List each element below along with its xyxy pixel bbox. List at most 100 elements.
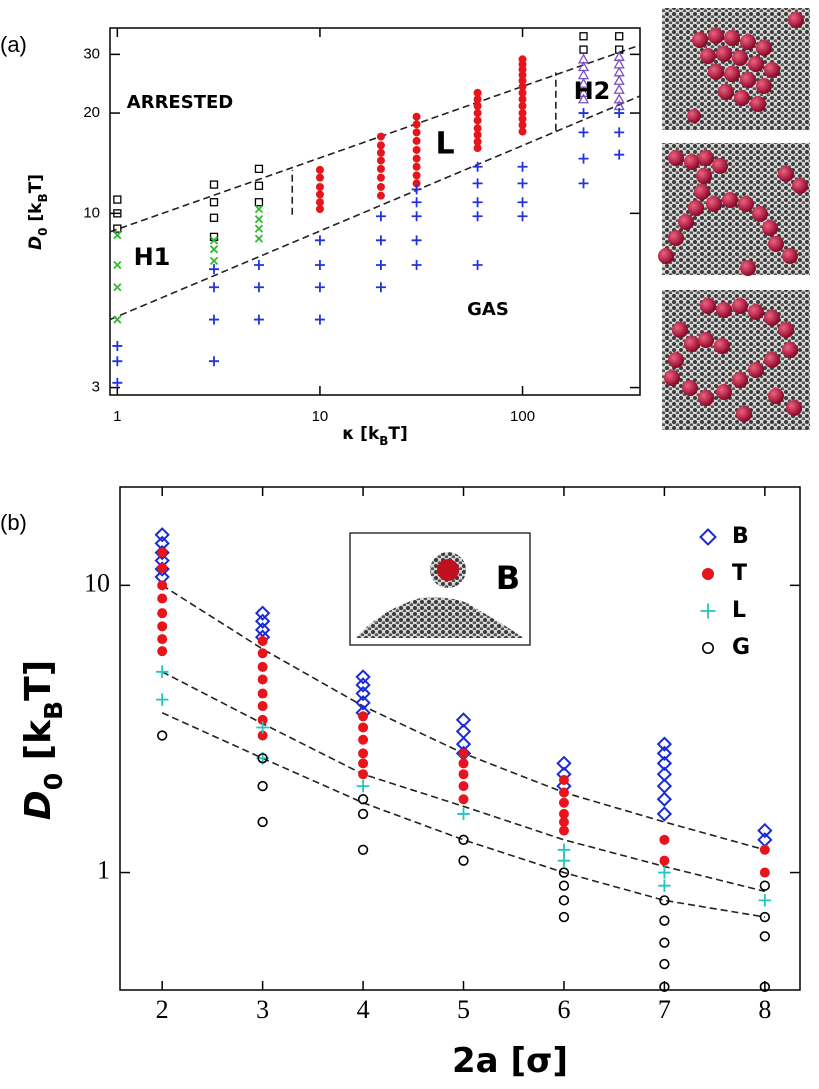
cross-marker [254, 204, 264, 214]
dot-marker [257, 714, 268, 725]
plus-marker [614, 108, 625, 119]
ylabel-part: [k [18, 719, 59, 773]
plus-marker [517, 178, 528, 189]
ylabel-part: T] [18, 660, 59, 701]
plus-marker [658, 866, 671, 879]
dot-marker [558, 787, 569, 798]
x-tick-label: 4 [357, 995, 370, 1024]
dot-marker [376, 132, 385, 141]
dot-marker [558, 808, 569, 819]
dot-marker [257, 730, 268, 741]
dot-marker [412, 154, 421, 163]
xlabel-part: T] [388, 424, 407, 444]
dot-marker [315, 182, 324, 191]
dot-marker [257, 661, 268, 672]
plus-marker [557, 854, 571, 867]
annotation: ARRESTED [127, 92, 233, 113]
dot-marker [257, 688, 268, 699]
plus-marker [253, 314, 264, 325]
circle-marker [659, 981, 670, 993]
x-tick-label: 1 [113, 408, 121, 425]
particles [664, 298, 802, 422]
cross-marker [254, 215, 264, 224]
dot-marker [473, 88, 482, 97]
dot-marker [518, 121, 527, 130]
dot-marker [358, 722, 369, 733]
dot-marker [315, 190, 324, 199]
dot-marker [257, 636, 268, 647]
dot-marker [257, 674, 268, 685]
dot-marker [358, 758, 369, 769]
plus-marker [375, 259, 386, 270]
ylabel-part: D [18, 790, 59, 820]
dot-marker [458, 748, 469, 759]
legend-label: L [732, 598, 746, 623]
square-marker [615, 32, 624, 41]
panel-label: (b) [0, 510, 27, 535]
x-tick-label: 8 [758, 995, 771, 1024]
dot-marker [518, 71, 527, 80]
plus-marker [472, 211, 483, 222]
circle-marker [257, 780, 268, 792]
plus-marker [314, 259, 325, 270]
square-marker [209, 198, 219, 207]
triangle-marker [577, 87, 590, 97]
plus-marker [209, 356, 220, 367]
circle-marker [558, 880, 570, 891]
dot-marker [412, 128, 421, 137]
dot-marker [659, 855, 670, 866]
triangle-marker [577, 93, 590, 104]
dot-marker [518, 109, 527, 118]
dot-marker [315, 205, 324, 214]
dot-marker [412, 145, 421, 154]
annotation: GAS [467, 299, 509, 320]
plus-marker [411, 184, 422, 195]
diamond-marker [656, 736, 673, 752]
annotation: H1 [134, 243, 171, 271]
dot-marker [759, 867, 770, 878]
axes-frame [109, 27, 641, 396]
circle-marker [759, 880, 771, 891]
circle-marker [659, 895, 670, 906]
dot-marker [376, 173, 385, 182]
dot-marker [376, 141, 385, 150]
dot-marker [518, 127, 527, 136]
dot-marker [473, 116, 482, 125]
dot-marker [518, 95, 527, 104]
dot-marker [315, 165, 324, 174]
square-marker [113, 224, 122, 233]
ylabel-part: B [39, 701, 68, 720]
dot-marker [518, 101, 527, 110]
dot-marker [376, 148, 385, 157]
circle-marker [659, 958, 670, 970]
snapshot [662, 290, 810, 430]
cross-marker [209, 256, 219, 266]
dot-marker [157, 621, 168, 632]
diamond-marker [355, 685, 371, 702]
circle-marker [357, 794, 369, 805]
circle-marker [759, 981, 771, 993]
dot-marker [157, 580, 168, 591]
square-marker [209, 180, 219, 189]
particle [437, 559, 459, 581]
cross-marker [113, 283, 122, 292]
dot-marker [659, 834, 670, 845]
dot-marker [473, 95, 482, 104]
plus-marker [256, 721, 269, 734]
plus-marker [209, 282, 220, 293]
dot-marker [358, 769, 369, 780]
dot-marker [157, 562, 168, 573]
circle-marker [257, 816, 268, 828]
boundary-line [109, 95, 641, 321]
triangle-marker [613, 83, 625, 94]
plus-marker [209, 314, 220, 325]
plus-marker [155, 693, 169, 706]
ylabel-part: T] [26, 174, 46, 193]
plus-marker [700, 603, 716, 619]
diamond-marker [355, 695, 371, 711]
diamond-marker [154, 527, 170, 543]
diamond-marker [656, 755, 673, 772]
dot-marker [458, 769, 469, 780]
circle-marker [357, 844, 369, 855]
particles [687, 12, 804, 123]
